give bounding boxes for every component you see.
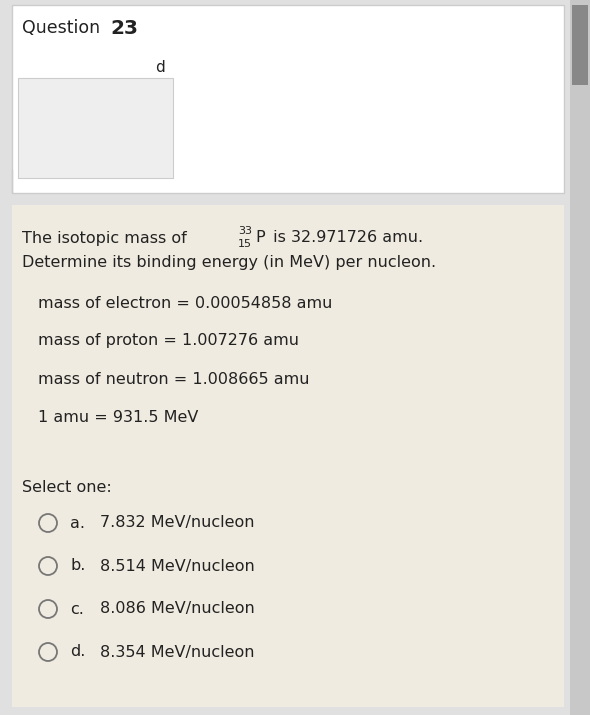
FancyBboxPatch shape bbox=[12, 205, 564, 707]
FancyBboxPatch shape bbox=[570, 0, 590, 715]
Text: b.: b. bbox=[70, 558, 86, 573]
Text: mass of electron = 0.00054858 amu: mass of electron = 0.00054858 amu bbox=[38, 295, 332, 310]
Text: P: P bbox=[255, 230, 265, 245]
Text: 7.832 MeV/nucleon: 7.832 MeV/nucleon bbox=[100, 516, 254, 531]
Text: 23: 23 bbox=[110, 19, 138, 37]
Text: d: d bbox=[155, 61, 165, 76]
Text: 8.354 MeV/nucleon: 8.354 MeV/nucleon bbox=[100, 644, 254, 659]
FancyBboxPatch shape bbox=[12, 5, 564, 193]
Text: mass of neutron = 1.008665 amu: mass of neutron = 1.008665 amu bbox=[38, 372, 310, 387]
Text: Select one:: Select one: bbox=[22, 480, 112, 495]
Text: a.: a. bbox=[70, 516, 85, 531]
Text: The isotopic mass of: The isotopic mass of bbox=[22, 230, 192, 245]
FancyBboxPatch shape bbox=[572, 5, 588, 85]
Text: mass of proton = 1.007276 amu: mass of proton = 1.007276 amu bbox=[38, 333, 299, 348]
Text: 33: 33 bbox=[238, 226, 252, 236]
Text: d.: d. bbox=[70, 644, 86, 659]
Text: c.: c. bbox=[70, 601, 84, 616]
Text: Question: Question bbox=[22, 19, 100, 37]
FancyBboxPatch shape bbox=[18, 78, 173, 178]
Text: 8.514 MeV/nucleon: 8.514 MeV/nucleon bbox=[100, 558, 255, 573]
Text: is 32.971726 amu.: is 32.971726 amu. bbox=[268, 230, 423, 245]
Text: 1 amu = 931.5 MeV: 1 amu = 931.5 MeV bbox=[38, 410, 198, 425]
Text: 15: 15 bbox=[238, 239, 252, 249]
Text: Determine its binding energy (in MeV) per nucleon.: Determine its binding energy (in MeV) pe… bbox=[22, 255, 436, 270]
Text: 8.086 MeV/nucleon: 8.086 MeV/nucleon bbox=[100, 601, 255, 616]
